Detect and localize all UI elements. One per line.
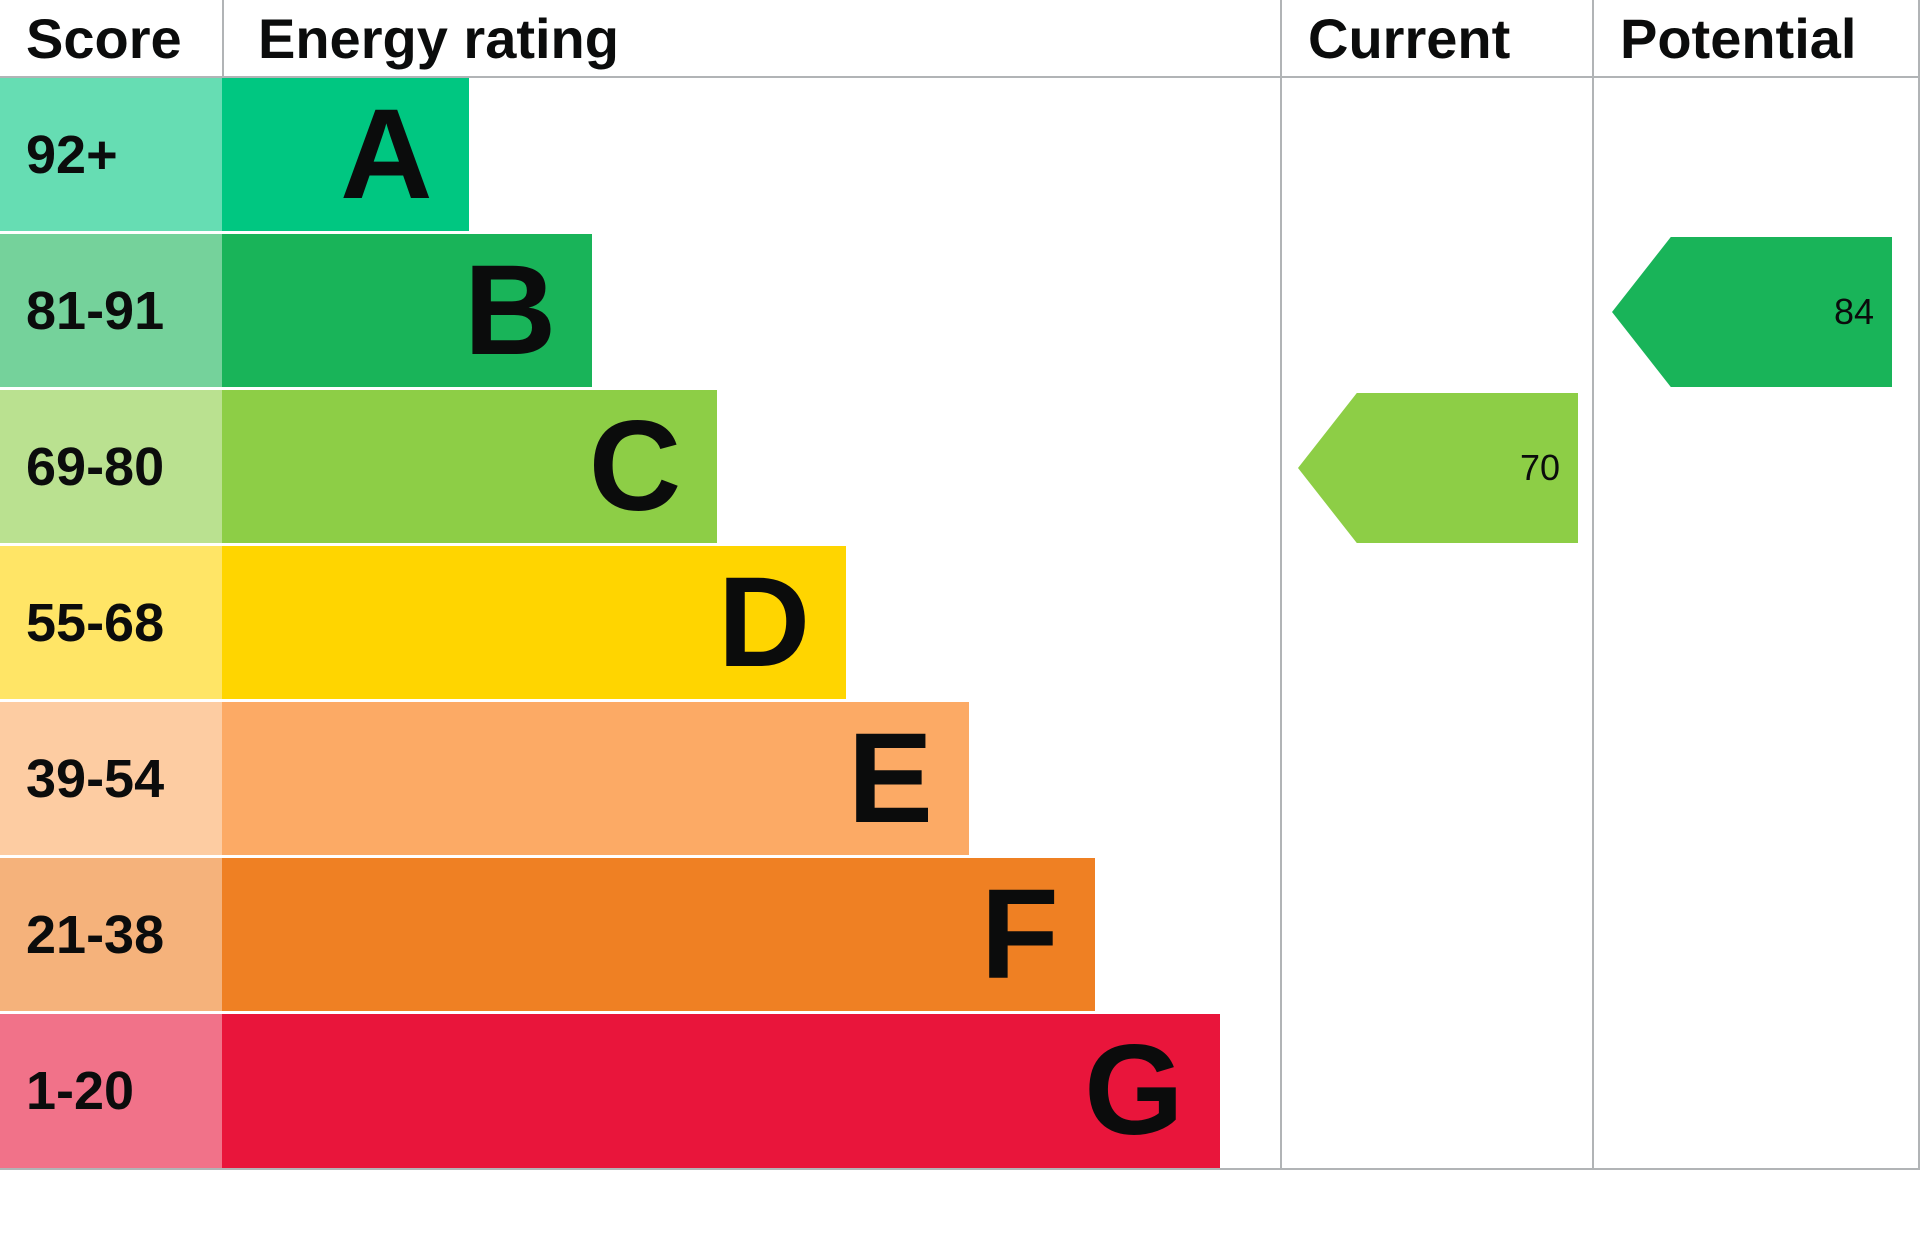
- current-rating-arrow: 70: [1298, 393, 1578, 543]
- rating-bar-cell-f: F: [222, 858, 1280, 1014]
- score-range-label-c: 69-80: [26, 436, 165, 497]
- current-column-cell-f: [1280, 858, 1592, 1014]
- rating-bar-g: G: [222, 1014, 1220, 1168]
- current-column-cell-e: [1280, 702, 1592, 858]
- score-range-a: 92+: [0, 78, 222, 234]
- score-range-g: 1-20: [0, 1014, 222, 1170]
- potential-column-cell-a: [1592, 78, 1920, 234]
- rating-bar-cell-b: B: [222, 234, 1280, 390]
- score-range-label-f: 21-38: [26, 904, 165, 965]
- score-range-b: 81-91: [0, 234, 222, 390]
- header-potential: Potential: [1592, 0, 1920, 78]
- potential-column-cell-f: [1592, 858, 1920, 1014]
- potential-column-cell-g: [1592, 1014, 1920, 1170]
- rating-table: Score Energy rating Current Potential 92…: [0, 0, 1920, 1170]
- rating-bar-b: B: [222, 234, 593, 387]
- score-range-f: 21-38: [0, 858, 222, 1014]
- band-letter-b: B: [463, 238, 557, 382]
- current-column-cell-g: [1280, 1014, 1592, 1170]
- rating-bar-f: F: [222, 858, 1095, 1011]
- current-column-cell-b: [1280, 234, 1592, 390]
- header-energy-rating: Energy rating: [222, 0, 1280, 78]
- header-potential-label: Potential: [1620, 6, 1857, 70]
- score-range-d: 55-68: [0, 546, 222, 702]
- rating-bar-cell-a: A: [222, 78, 1280, 234]
- score-range-label-d: 55-68: [26, 592, 165, 653]
- header-score: Score: [0, 0, 222, 78]
- band-letter-g: G: [1084, 1019, 1184, 1162]
- current-rating-value: 70: [1519, 447, 1560, 488]
- rating-bar-cell-g: G: [222, 1014, 1280, 1170]
- band-letter-f: F: [980, 862, 1059, 1006]
- rating-bar-e: E: [222, 702, 969, 855]
- rating-bar-cell-c: C: [222, 390, 1280, 546]
- potential-column-cell-d: [1592, 546, 1920, 702]
- score-range-c: 69-80: [0, 390, 222, 546]
- header-energy-rating-label: Energy rating: [258, 6, 619, 70]
- score-range-label-b: 81-91: [26, 280, 165, 341]
- rating-bar-d: D: [222, 546, 847, 699]
- rating-bar-a: A: [222, 78, 469, 231]
- score-range-label-a: 92+: [26, 124, 118, 185]
- band-letter-e: E: [847, 706, 933, 850]
- score-range-label-g: 1-20: [26, 1061, 135, 1121]
- rating-bar-c: C: [222, 390, 718, 543]
- current-column-cell-a: [1280, 78, 1592, 234]
- rating-bar-cell-e: E: [222, 702, 1280, 858]
- score-range-e: 39-54: [0, 702, 222, 858]
- potential-column-cell-e: [1592, 702, 1920, 858]
- header-current-label: Current: [1308, 6, 1511, 70]
- header-score-label: Score: [26, 6, 182, 70]
- potential-rating-value: 84: [1833, 291, 1874, 332]
- header-current: Current: [1280, 0, 1592, 78]
- score-range-label-e: 39-54: [26, 748, 165, 809]
- band-letter-c: C: [588, 394, 682, 538]
- current-column-cell-d: [1280, 546, 1592, 702]
- potential-rating-arrow: 84: [1612, 237, 1892, 387]
- rating-bar-cell-d: D: [222, 546, 1280, 702]
- potential-column-cell-c: [1592, 390, 1920, 546]
- band-letter-a: A: [340, 82, 433, 226]
- band-letter-d: D: [717, 550, 811, 694]
